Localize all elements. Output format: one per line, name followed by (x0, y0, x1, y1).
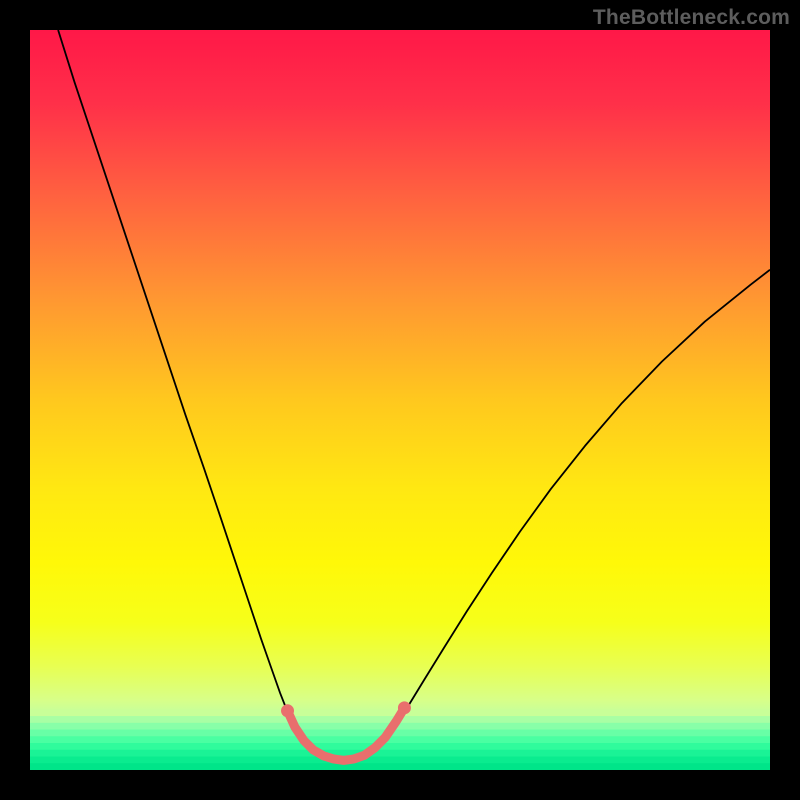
bottom-band (30, 736, 770, 743)
plot-area (30, 30, 770, 770)
gradient-background (30, 30, 770, 770)
range-start-dot (281, 704, 294, 717)
plot-svg (30, 30, 770, 770)
bottom-band (30, 730, 770, 737)
chart-frame: TheBottleneck.com (0, 0, 800, 800)
bottom-band (30, 743, 770, 750)
bottom-band (30, 723, 770, 730)
watermark-text: TheBottleneck.com (593, 6, 790, 30)
bottom-band (30, 757, 770, 764)
bottom-band (30, 763, 770, 770)
bottom-band (30, 750, 770, 757)
range-end-dot (398, 701, 411, 714)
